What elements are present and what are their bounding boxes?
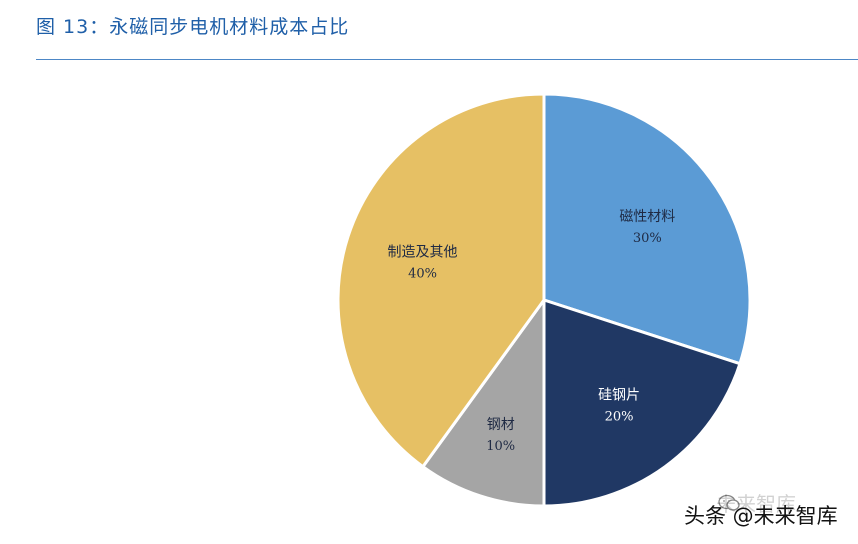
- figure-title: 图 13：永磁同步电机材料成本占比: [36, 16, 350, 38]
- pie-slice: [420, 295, 546, 508]
- slice-value-label: 30%: [633, 231, 662, 246]
- pie-slice: [542, 297, 742, 508]
- slice-label: 磁性材料: [619, 209, 675, 225]
- watermark-faded: 未来智库: [716, 492, 796, 516]
- slice-value-label: 40%: [408, 267, 437, 282]
- slice-label: 硅钢片: [598, 387, 640, 403]
- pie-slice: [336, 92, 546, 469]
- slice-label: 钢材: [487, 417, 515, 433]
- title-divider: [36, 59, 858, 60]
- watermark-text: 头条 @未来智库: [684, 504, 838, 528]
- slice-label: 制造及其他: [388, 245, 458, 261]
- slice-value-label: 10%: [486, 439, 515, 454]
- pie-slice: [542, 92, 752, 366]
- slice-value-label: 20%: [605, 409, 634, 424]
- wechat-icon: [718, 494, 740, 511]
